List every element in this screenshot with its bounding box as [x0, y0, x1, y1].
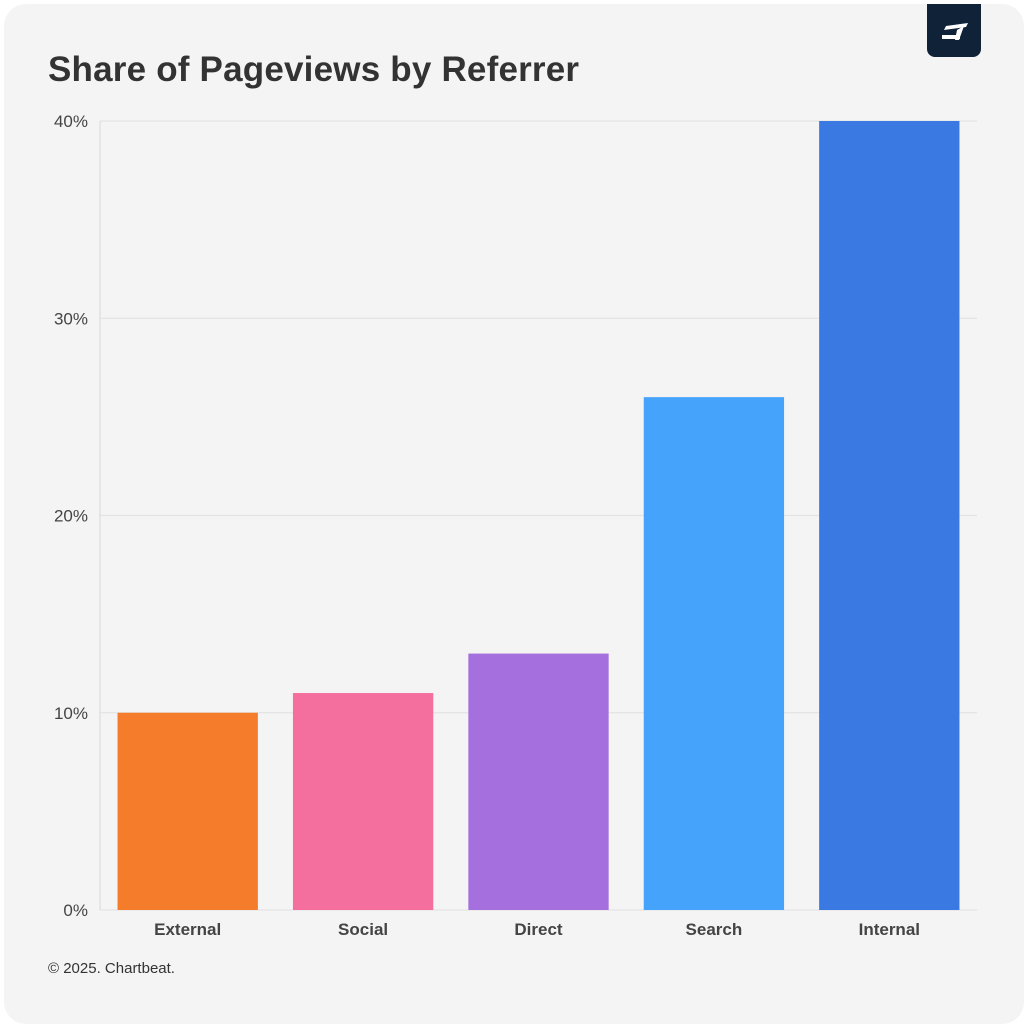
y-tick-label: 0% — [63, 901, 88, 920]
chart-title: Share of Pageviews by Referrer — [48, 50, 580, 89]
x-tick-label: External — [154, 920, 221, 939]
bar-direct — [468, 653, 609, 910]
y-tick-label: 10% — [54, 704, 88, 723]
y-tick-label: 30% — [54, 309, 88, 328]
bar-search — [643, 397, 785, 910]
chartbeat-logo-icon — [927, 4, 981, 57]
bar-social — [292, 693, 434, 910]
x-tick-label: Social — [338, 920, 388, 939]
bars — [117, 121, 960, 910]
y-axis-ticks: 0% 10% 20% 30% 40% — [54, 112, 88, 920]
bar-external — [117, 712, 258, 910]
x-tick-label: Direct — [514, 920, 563, 939]
x-tick-label: Search — [686, 920, 743, 939]
bar-chart: 0% 10% 20% 30% 40% External Social Direct Searc… — [54, 112, 977, 939]
y-tick-label: 40% — [54, 112, 88, 131]
x-axis-ticks: External Social Direct Search Internal — [154, 920, 920, 939]
x-tick-label: Internal — [859, 920, 920, 939]
copyright-footer: © 2025. Chartbeat. — [48, 960, 175, 977]
bar-internal — [819, 121, 960, 910]
y-tick-label: 20% — [54, 507, 88, 526]
